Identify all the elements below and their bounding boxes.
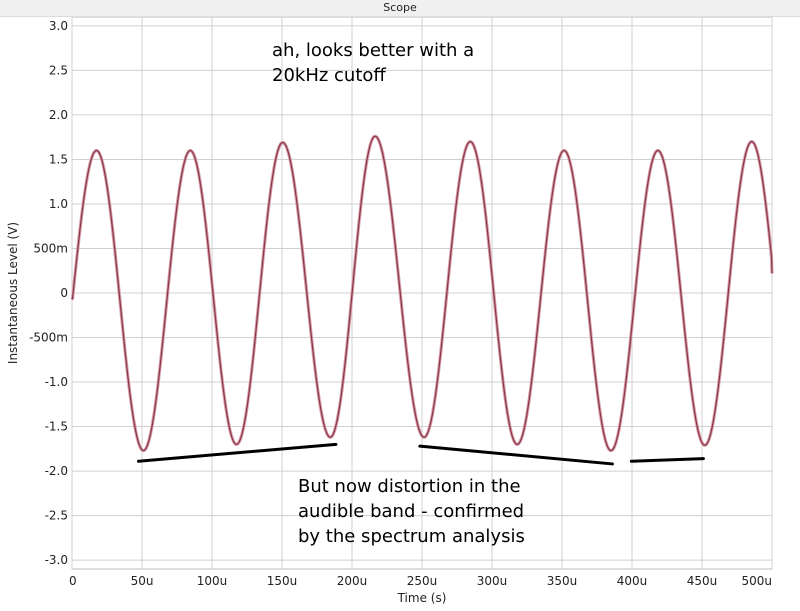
x-tick-label: 100u xyxy=(197,574,228,588)
y-tick-label: -1.5 xyxy=(45,420,68,434)
x-tick-label: 500u xyxy=(741,574,772,588)
series-line xyxy=(71,135,773,452)
y-tick-label: 3.0 xyxy=(49,19,68,33)
annotation-marker-line xyxy=(137,442,338,463)
x-tick-label: 450u xyxy=(687,574,718,588)
y-tick-label: 2.0 xyxy=(49,108,68,122)
x-tick-label: 250u xyxy=(407,574,438,588)
y-tick-label: -3.0 xyxy=(45,553,68,567)
annotation-bottom-line-2: audible band - confirmed xyxy=(298,501,525,522)
y-tick-label: 500m xyxy=(33,241,68,255)
title-bar: Scope xyxy=(0,0,800,17)
window-title: Scope xyxy=(383,1,417,14)
annotation-marker-line xyxy=(418,444,614,466)
annotation-bottom-line-1: But now distortion in the xyxy=(298,476,521,497)
annotation-top-line-1: ah, looks better with a xyxy=(272,40,475,61)
x-tick-label: 150u xyxy=(267,574,298,588)
y-tick-label: 0 xyxy=(60,286,68,300)
y-tick-label: -1.0 xyxy=(45,375,68,389)
annotation-top: ah, looks better with a 20kHz cutoff xyxy=(272,38,474,88)
x-tick-label: 300u xyxy=(477,574,508,588)
y-tick-label: 1.0 xyxy=(49,197,68,211)
annotation-top-line-2: 20kHz cutoff xyxy=(272,65,386,86)
x-tick-label: 400u xyxy=(617,574,648,588)
y-tick-label: -500m xyxy=(29,331,68,345)
annotation-bottom: But now distortion in the audible band -… xyxy=(298,474,525,549)
y-tick-label: -2.0 xyxy=(45,464,68,478)
x-tick-label: 50u xyxy=(131,574,154,588)
x-tick-label: 200u xyxy=(337,574,368,588)
annotation-bottom-line-3: by the spectrum analysis xyxy=(298,526,525,547)
y-tick-label: -2.5 xyxy=(45,509,68,523)
x-axis-title: Time (s) xyxy=(397,591,447,605)
y-tick-label: 2.5 xyxy=(49,63,68,77)
y-tick-label: 1.5 xyxy=(49,152,68,166)
x-tick-label: 350u xyxy=(547,574,578,588)
x-tick-label: 0 xyxy=(69,574,77,588)
y-axis-title: Instantaneous Level (V) xyxy=(6,222,20,364)
annotation-marker-line xyxy=(629,457,705,463)
